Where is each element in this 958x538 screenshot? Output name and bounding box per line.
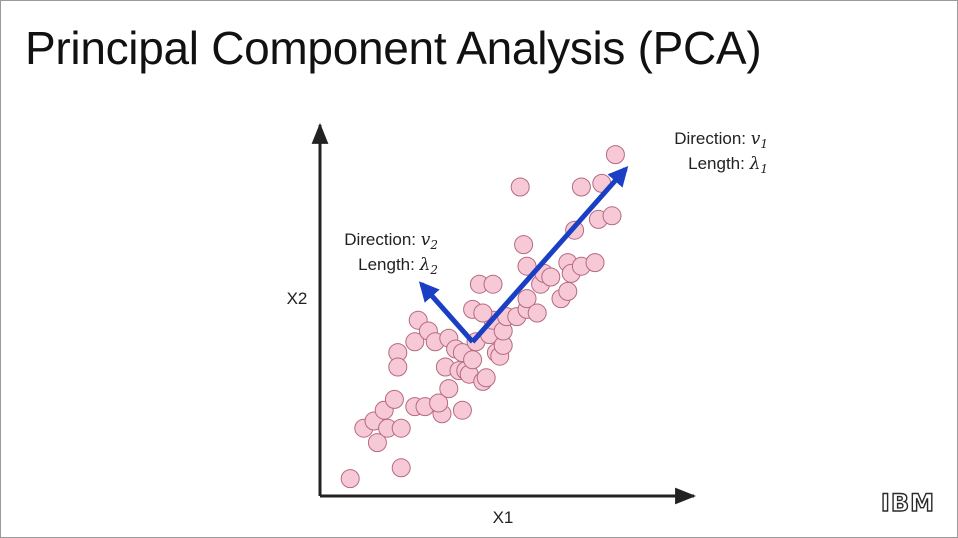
ibm-logo: IBM — [880, 489, 935, 517]
pc1-arrow — [470, 166, 629, 344]
data-point — [473, 303, 493, 323]
data-point — [558, 281, 578, 301]
data-point — [585, 253, 605, 273]
data-point — [391, 418, 411, 438]
pc2-arrow — [418, 281, 475, 344]
scatter-points — [340, 145, 625, 489]
data-point — [514, 235, 534, 255]
data-point — [602, 206, 622, 226]
data-point — [483, 274, 503, 294]
x-axis-label: X1 — [493, 508, 514, 527]
data-point — [476, 368, 496, 388]
data-point — [517, 289, 537, 309]
data-point — [510, 177, 530, 197]
data-point — [429, 393, 449, 413]
data-point — [439, 379, 459, 399]
data-point — [527, 303, 547, 323]
v2-direction-label: Direction: v2 — [344, 230, 438, 252]
data-point — [384, 389, 404, 409]
data-point — [571, 177, 591, 197]
v1-direction-label: Direction: v1 — [674, 129, 768, 151]
principal-component-vectors — [418, 166, 629, 344]
data-point — [541, 267, 561, 287]
data-point — [452, 400, 472, 420]
data-point — [340, 469, 360, 489]
data-point — [405, 332, 425, 352]
v2-length-label: Length: λ2 — [358, 255, 438, 277]
data-point — [605, 145, 625, 165]
y-axis-label: X2 — [287, 289, 308, 308]
slide-title: Principal Component Analysis (PCA) — [25, 22, 762, 74]
v1-length-label: Length: λ1 — [688, 154, 768, 176]
data-point — [388, 357, 408, 377]
data-point — [367, 433, 387, 453]
data-point — [391, 458, 411, 478]
data-point — [463, 350, 483, 370]
data-point — [517, 256, 537, 276]
